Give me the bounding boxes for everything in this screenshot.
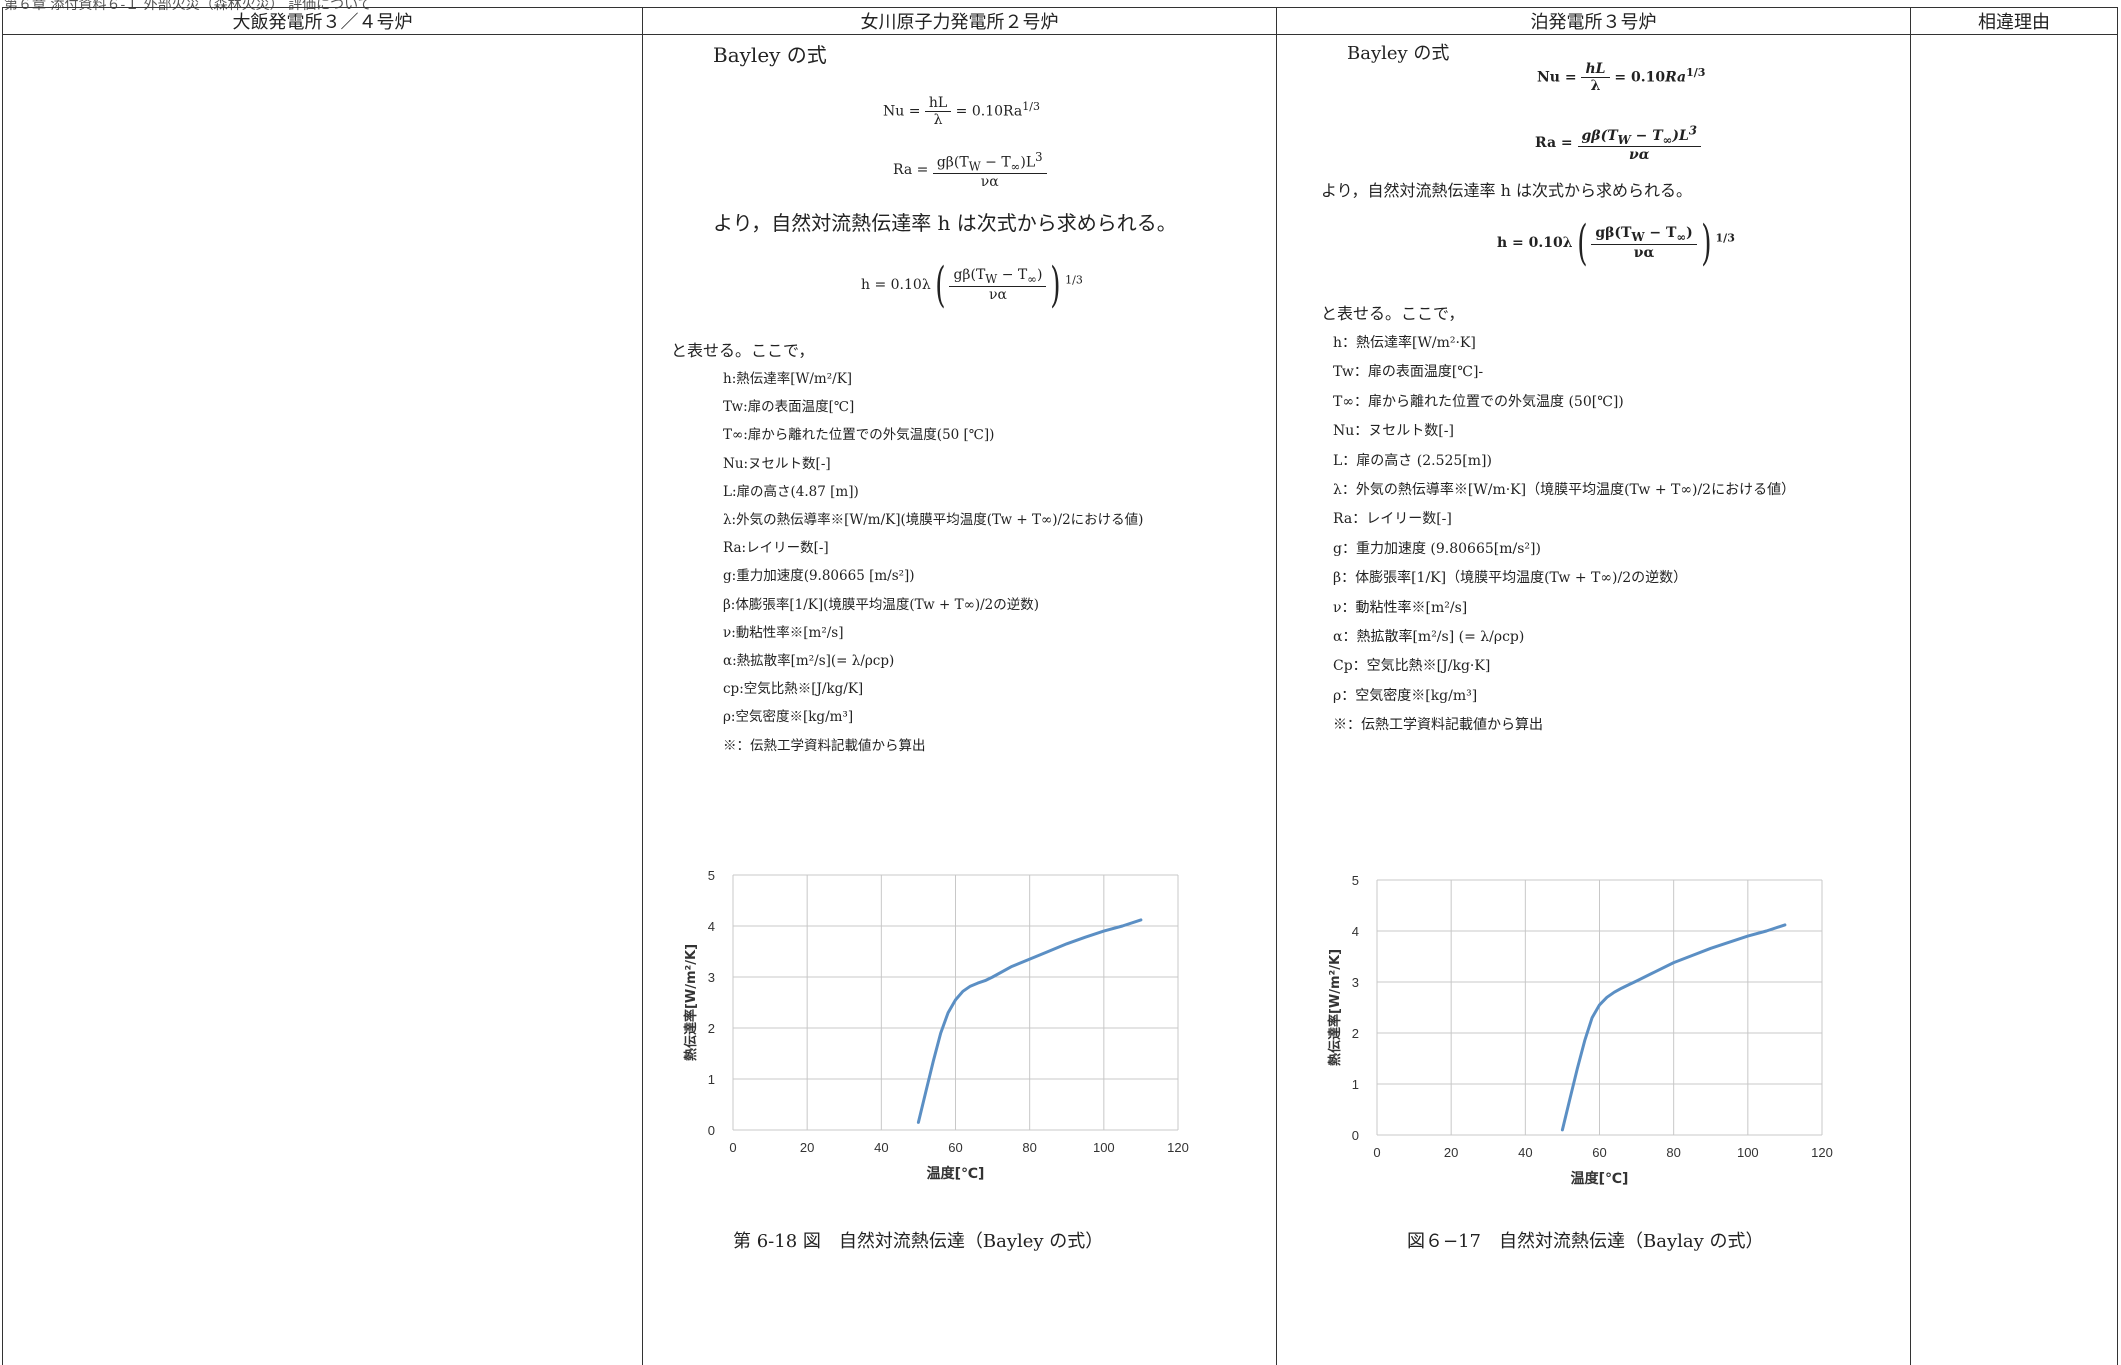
series-line (1560, 923, 1787, 1132)
series-line (916, 918, 1143, 1124)
definition-item: L：扉の高さ (2.525[m]) (1333, 452, 1492, 469)
header-row: 大飯発電所３／４号炉 女川原子力発電所２号炉 泊発電所３号炉 相違理由 (2, 7, 2118, 35)
onagawa-cell: Bayley の式 Nu = hL λ = 0.10Ra1/3 Ra = gβ(T… (642, 34, 1277, 1365)
y-tick-label: 2 (708, 1021, 715, 1036)
y-tick-label: 1 (708, 1072, 715, 1087)
definition-item: h:熱伝達率[W/m²/K] (723, 371, 853, 387)
onagawa-eq-ra: Ra = gβ(TW − T∞)L3 να (893, 150, 1047, 190)
y-tick-label: 5 (1352, 873, 1359, 888)
definition-item: ※：伝熱工学資料記載値から算出 (1333, 717, 1543, 734)
onagawa-heading: Bayley の式 (713, 43, 827, 67)
x-tick-label: 100 (1737, 1145, 1759, 1160)
x-tick-label: 120 (1167, 1140, 1189, 1155)
definition-item: λ:外気の熱伝導率※[W/m/K](境膜平均温度(Tw + T∞)/2における値… (723, 512, 1144, 529)
tomari-definition-list: h：熱伝達率[W/m²·K] Tw：扉の表面温度[℃]- T∞：扉から離れた位置での… (1333, 329, 1795, 741)
definition-item: T∞:扉から離れた位置での外気温度(50 [℃]) (723, 427, 995, 444)
onagawa-heat-transfer-chart: 0 20 40 60 80 100 120 0 1 2 3 4 5 温度[℃] 熱伝達率[W/m²/K] (683, 868, 1189, 1182)
definition-item: β：体膨張率[1/K]（境膜平均温度(Tw + T∞)/2の逆数） (1333, 570, 1688, 587)
definition-item: Nu：ヌセルト数[-] (1333, 423, 1454, 440)
x-tick-label: 120 (1811, 1145, 1833, 1160)
definition-item: h：熱伝達率[W/m²·K] (1333, 335, 1476, 351)
tomari-heat-transfer-chart: 0 20 40 60 80 100 120 0 1 2 3 4 5 温度[℃] 熱伝達率[W/m²/K] (1327, 873, 1833, 1187)
x-tick-label: 20 (1444, 1145, 1458, 1160)
definition-item: α：熱拡散率[m²/s] (= λ/ρcp) (1333, 629, 1525, 646)
definition-item: ρ：空気密度※[kg/m³] (1333, 687, 1478, 704)
y-tick-label: 1 (1352, 1077, 1359, 1092)
y-tick-label: 2 (1352, 1026, 1359, 1041)
definition-item: Ra：レイリー数[-] (1333, 511, 1452, 528)
definition-item: L:扉の高さ(4.87 [m]) (723, 483, 859, 500)
column-header-tomari: 泊発電所３号炉 (1276, 7, 1911, 35)
y-tick-label: 3 (1352, 975, 1359, 990)
y-tick-label: 0 (708, 1123, 715, 1138)
definition-item: ρ:空気密度※[kg/m³] (723, 709, 854, 726)
definition-item: Ra:レイリー数[-] (723, 540, 829, 557)
x-axis-label: 温度[℃] (1571, 1170, 1629, 1187)
definition-item: g:重力加速度(9.80665 [m/s²]) (723, 568, 915, 585)
x-tick-label: 80 (1022, 1140, 1036, 1155)
onagawa-eq-h: h = 0.10λ(gβ(TW − T∞) να) 1/3 (861, 257, 1083, 313)
tomari-eq-nu: Nu = hL λ = 0.10Ra1/3 (1537, 61, 1706, 94)
comparison-table: 大飯発電所３／４号炉 女川原子力発電所２号炉 泊発電所３号炉 相違理由 Bayl… (2, 7, 2118, 1365)
definition-item: g：重力加速度 (9.80665[m/s²]) (1333, 540, 1541, 557)
x-tick-label: 40 (874, 1140, 888, 1155)
ohi-cell (2, 34, 643, 1365)
definition-item: T∞：扉から離れた位置での外気温度 (50[℃]) (1333, 393, 1624, 410)
y-tick-label: 4 (708, 919, 715, 934)
tomari-eq-ra: Ra = gβ(TW − T∞)L3 να (1535, 123, 1701, 163)
definition-item: Tw：扉の表面温度[℃]- (1333, 364, 1484, 381)
definition-item: cp:空気比熱※[J/kg/K] (723, 681, 864, 698)
y-axis-label: 熱伝達率[W/m²/K] (1327, 949, 1343, 1066)
x-axis-label: 温度[℃] (927, 1165, 985, 1182)
y-tick-label: 5 (708, 868, 715, 883)
y-axis-label: 熱伝達率[W/m²/K] (683, 944, 699, 1061)
tomari-lead-text: より，自然対流熱伝達率 h は次式から求められる。 (1321, 181, 1693, 200)
column-header-ohi: 大飯発電所３／４号炉 (2, 7, 643, 35)
definition-item: ※：伝熱工学資料記載値から算出 (723, 737, 926, 754)
onagawa-figure-caption: 第 6-18 図 自然対流熱伝達（Bayley の式） (733, 1231, 1104, 1252)
onagawa-intro: と表せる。ここで， (671, 341, 815, 360)
definition-item: ν:動粘性率※[m²/s] (723, 624, 844, 641)
onagawa-lead-text: より，自然対流熱伝達率 h は次式から求められる。 (713, 211, 1177, 235)
definition-item: β:体膨張率[1/K](境膜平均温度(Tw + T∞)/2の逆数) (723, 596, 1040, 613)
y-tick-label: 3 (708, 970, 715, 985)
tomari-figure-caption: 図６−17 自然対流熱伝達（Baylay の式） (1407, 1231, 1764, 1252)
y-tick-label: 0 (1352, 1128, 1359, 1143)
x-tick-label: 0 (1373, 1145, 1380, 1160)
column-header-reason: 相違理由 (1910, 7, 2118, 35)
x-tick-label: 40 (1518, 1145, 1532, 1160)
tomari-eq-h: h = 0.10λ(gβ(TW − T∞) να) 1/3 (1497, 215, 1735, 271)
definition-item: ν：動粘性率※[m²/s] (1333, 599, 1468, 616)
definition-item: Nu:ヌセルト数[-] (723, 455, 831, 472)
column-header-onagawa: 女川原子力発電所２号炉 (642, 7, 1277, 35)
onagawa-eq-nu: Nu = hL λ = 0.10Ra1/3 (883, 95, 1040, 128)
tomari-intro: と表せる。ここで， (1321, 304, 1465, 323)
x-tick-label: 20 (800, 1140, 814, 1155)
definition-item: λ：外気の熱伝導率※[W/m·K]（境膜平均温度(Tw + T∞)/2における値… (1333, 482, 1796, 499)
tomari-heading: Bayley の式 (1347, 43, 1450, 64)
tomari-cell: Bayley の式 Nu = hL λ = 0.10Ra1/3 Ra = gβ(T… (1276, 34, 1911, 1365)
onagawa-definition-list: h:熱伝達率[W/m²/K] Tw:扉の表面温度[℃] T∞:扉から離れた位置での外… (723, 365, 1143, 760)
x-tick-label: 100 (1093, 1140, 1115, 1155)
definition-item: Tw:扉の表面温度[℃] (723, 399, 855, 416)
x-tick-label: 60 (1592, 1145, 1606, 1160)
y-tick-label: 4 (1352, 924, 1359, 939)
x-tick-label: 60 (948, 1140, 962, 1155)
x-tick-label: 0 (729, 1140, 736, 1155)
definition-item: α:熱拡散率[m²/s](= λ/ρcp) (723, 653, 895, 670)
reason-cell (1910, 34, 2118, 1365)
definition-item: Cp：空気比熱※[J/kg·K] (1333, 658, 1491, 675)
x-tick-label: 80 (1666, 1145, 1680, 1160)
